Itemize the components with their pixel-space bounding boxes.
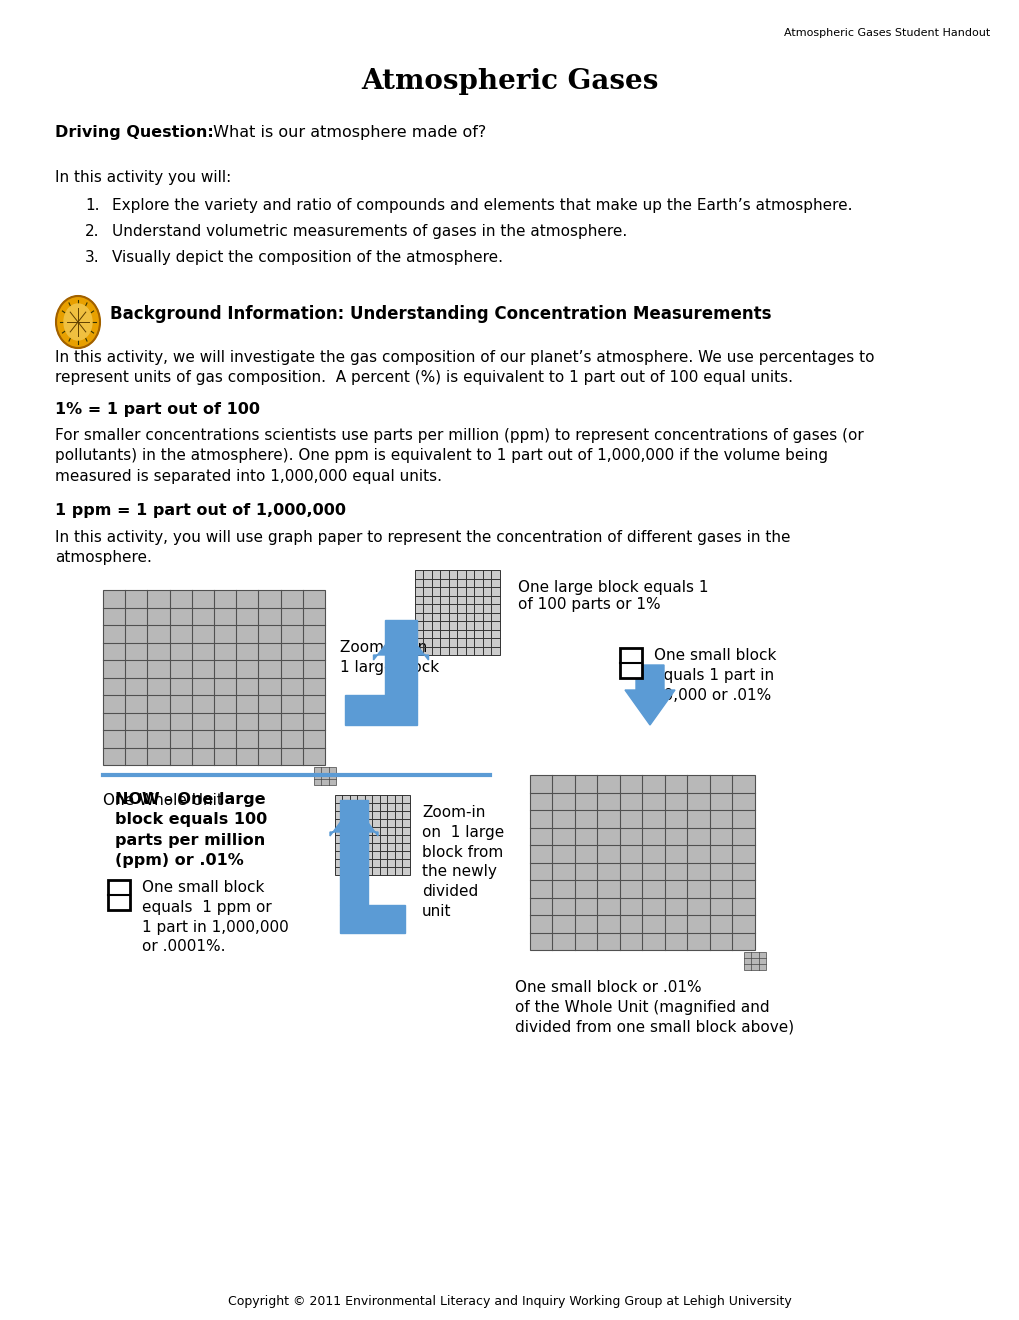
Text: One Whole Unit: One Whole Unit bbox=[103, 793, 223, 808]
Text: 2.: 2. bbox=[85, 224, 100, 239]
Text: One large block equals 1
of 100 parts or 1%: One large block equals 1 of 100 parts or… bbox=[518, 579, 708, 612]
Text: NOW - One large
block equals 100
parts per million
(ppm) or .01%: NOW - One large block equals 100 parts p… bbox=[115, 792, 267, 869]
Bar bbox=[314, 767, 336, 784]
Text: In this activity you will:: In this activity you will: bbox=[55, 170, 231, 185]
Text: 3.: 3. bbox=[85, 249, 100, 265]
Text: Background Information: Understanding Concentration Measurements: Background Information: Understanding Co… bbox=[110, 305, 770, 323]
Text: 1.: 1. bbox=[85, 198, 100, 213]
Bar bbox=[530, 775, 754, 950]
Text: In this activity, you will use graph paper to represent the concentration of dif: In this activity, you will use graph pap… bbox=[55, 531, 790, 565]
FancyArrow shape bbox=[330, 804, 378, 836]
Text: Atmospheric Gases: Atmospheric Gases bbox=[361, 69, 658, 95]
Bar bbox=[415, 570, 499, 655]
Text: Understand volumetric measurements of gases in the atmosphere.: Understand volumetric measurements of ga… bbox=[112, 224, 627, 239]
Text: Atmospheric Gases Student Handout: Atmospheric Gases Student Handout bbox=[783, 28, 989, 38]
Text: What is our atmosphere made of?: What is our atmosphere made of? bbox=[208, 125, 486, 140]
Text: Copyright © 2011 Environmental Literacy and Inquiry Working Group at Lehigh Univ: Copyright © 2011 Environmental Literacy … bbox=[228, 1295, 791, 1308]
Text: One small block or .01%
of the Whole Unit (magnified and
divided from one small : One small block or .01% of the Whole Uni… bbox=[515, 979, 794, 1035]
Ellipse shape bbox=[64, 304, 92, 341]
Text: 1 ppm = 1 part out of 1,000,000: 1 ppm = 1 part out of 1,000,000 bbox=[55, 503, 345, 517]
Text: Zoom-in
on  1 large
block from
the newly
divided
unit: Zoom-in on 1 large block from the newly … bbox=[422, 805, 503, 919]
Bar bbox=[108, 880, 129, 909]
Bar bbox=[743, 952, 765, 969]
Bar bbox=[339, 906, 405, 933]
FancyArrow shape bbox=[373, 624, 428, 660]
Bar bbox=[334, 795, 410, 875]
Text: One small block
equals 1 part in
10,000 or .01%: One small block equals 1 part in 10,000 … bbox=[653, 648, 775, 702]
Text: In this activity, we will investigate the gas composition of our planet’s atmosp: In this activity, we will investigate th… bbox=[55, 350, 873, 385]
Text: Visually depict the composition of the atmosphere.: Visually depict the composition of the a… bbox=[112, 249, 502, 265]
Text: 1% = 1 part out of 100: 1% = 1 part out of 100 bbox=[55, 403, 260, 417]
Ellipse shape bbox=[56, 296, 100, 348]
Bar bbox=[339, 800, 368, 906]
Bar bbox=[620, 648, 641, 678]
Bar bbox=[384, 620, 417, 696]
Text: Explore the variety and ratio of compounds and elements that make up the Earth’s: Explore the variety and ratio of compoun… bbox=[112, 198, 852, 213]
FancyArrow shape bbox=[625, 665, 675, 725]
Text: Driving Question:: Driving Question: bbox=[55, 125, 214, 140]
Text: For smaller concentrations scientists use parts per million (ppm) to represent c: For smaller concentrations scientists us… bbox=[55, 428, 863, 484]
Text: Zoom-in on
1 large block: Zoom-in on 1 large block bbox=[339, 640, 439, 675]
Bar bbox=[344, 696, 417, 725]
Text: One small block
equals  1 ppm or
1 part in 1,000,000
or .0001%.: One small block equals 1 ppm or 1 part i… bbox=[142, 880, 288, 954]
Bar bbox=[103, 590, 325, 766]
